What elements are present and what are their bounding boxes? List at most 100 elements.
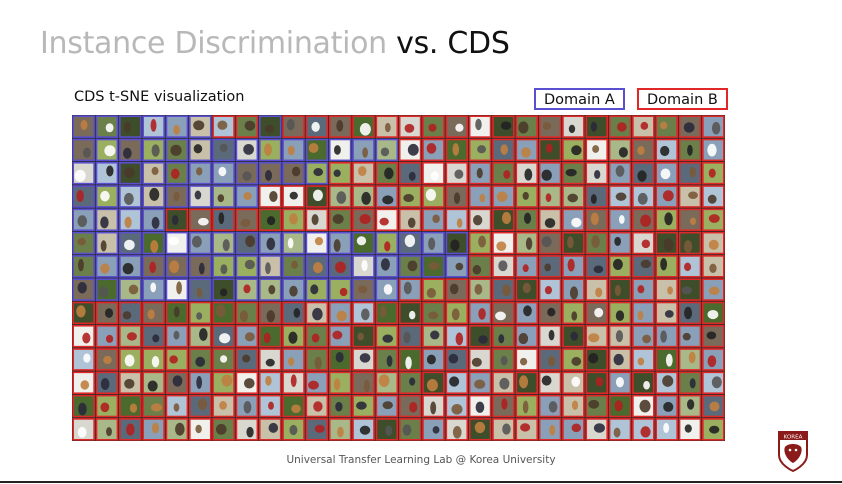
grid-tile-domain-a (142, 231, 165, 255)
grid-tile-domain-b (375, 115, 399, 138)
grid-tile-domain-b (585, 255, 608, 278)
grid-tile-domain-b (562, 185, 585, 208)
grid-tile-domain-b (678, 418, 702, 441)
grid-tile-domain-b (119, 418, 142, 441)
grid-tile-domain-a (282, 255, 305, 278)
grid-tile-domain-b (562, 161, 585, 185)
grid-tile-domain-b (655, 348, 678, 371)
grid-tile-domain-b (655, 394, 678, 418)
grid-tile-domain-b (95, 301, 119, 325)
grid-tile-domain-b (632, 138, 655, 162)
grid-tile-domain-b (562, 115, 585, 138)
grid-tile-domain-a (95, 278, 119, 301)
grid-tile-domain-b (72, 418, 95, 441)
grid-tile-domain-b (632, 371, 655, 395)
grid-tile-domain-b (562, 371, 585, 395)
grid-tile-domain-a (165, 255, 189, 278)
grid-tile-domain-b (562, 278, 585, 301)
footer-lab-name: Universal Transfer Learning Lab @ Korea … (286, 454, 556, 466)
grid-tile-domain-b (492, 418, 515, 441)
grid-tile-domain-b (119, 371, 142, 395)
grid-tile-domain-a (235, 185, 259, 208)
grid-tile-domain-b (305, 371, 329, 395)
grid-tile-domain-b (655, 278, 678, 301)
grid-tile-domain-b (212, 301, 235, 325)
grid-tile-domain-b (538, 278, 562, 301)
grid-tile-domain-b (515, 371, 539, 395)
grid-tile-domain-b (655, 208, 678, 232)
grid-tile-domain-b (305, 348, 329, 371)
grid-tile-domain-b (328, 418, 352, 441)
grid-tile-domain-b (608, 185, 632, 208)
grid-tile-domain-b (305, 208, 329, 232)
grid-tile-domain-b (352, 185, 375, 208)
grid-tile-domain-b (305, 324, 329, 348)
grid-tile-domain-a (445, 231, 469, 255)
grid-tile-domain-a (375, 255, 399, 278)
grid-tile-domain-b (608, 231, 632, 255)
grid-tile-domain-b (608, 301, 632, 325)
grid-tile-domain-b (655, 324, 678, 348)
grid-tile-domain-a (258, 278, 282, 301)
grid-tile-domain-b (282, 324, 305, 348)
grid-tile-domain-b (352, 161, 375, 185)
grid-tile-domain-b (328, 208, 352, 232)
grid-tile-domain-a (189, 138, 212, 162)
grid-tile-domain-a (189, 115, 212, 138)
grid-tile-domain-b (702, 208, 725, 232)
grid-tile-domain-b (608, 161, 632, 185)
grid-tile-domain-a (119, 161, 142, 185)
grid-tile-domain-b (328, 185, 352, 208)
grid-tile-domain-a (95, 231, 119, 255)
grid-tile-domain-b (655, 185, 678, 208)
grid-tile-domain-b (562, 348, 585, 371)
grid-tile-domain-b (562, 394, 585, 418)
visualization-subtitle: CDS t-SNE visualization (74, 89, 245, 105)
grid-tile-domain-a (142, 138, 165, 162)
grid-tile-domain-b (492, 161, 515, 185)
grid-tile-domain-b (632, 324, 655, 348)
grid-tile-domain-b (608, 371, 632, 395)
grid-tile-domain-b (702, 255, 725, 278)
grid-tile-domain-b (562, 324, 585, 348)
grid-tile-domain-a (305, 255, 329, 278)
grid-tile-domain-b (585, 208, 608, 232)
grid-tile-domain-b (468, 115, 492, 138)
legend-domain-a: Domain A (534, 88, 625, 110)
grid-tile-domain-b (189, 418, 212, 441)
grid-tile-domain-b (72, 394, 95, 418)
grid-tile-domain-b (585, 301, 608, 325)
grid-tile-domain-a (119, 278, 142, 301)
grid-tile-domain-a (212, 138, 235, 162)
grid-tile-domain-a (95, 185, 119, 208)
grid-tile-domain-b (445, 185, 469, 208)
grid-tile-domain-b (515, 185, 539, 208)
grid-tile-domain-b (165, 418, 189, 441)
grid-tile-domain-b (422, 324, 445, 348)
grid-tile-domain-b (235, 348, 259, 371)
grid-tile-domain-b (445, 324, 469, 348)
grid-tile-domain-b (212, 324, 235, 348)
grid-tile-domain-b (702, 185, 725, 208)
grid-tile-domain-b (585, 418, 608, 441)
grid-tile-domain-a (258, 138, 282, 162)
grid-tile-domain-a (95, 161, 119, 185)
grid-tile-domain-a (119, 138, 142, 162)
grid-tile-domain-b (119, 301, 142, 325)
grid-tile-domain-b (678, 278, 702, 301)
grid-tile-domain-b (422, 208, 445, 232)
grid-tile-domain-b (655, 231, 678, 255)
grid-tile-domain-b (328, 161, 352, 185)
grid-tile-domain-b (562, 418, 585, 441)
grid-tile-domain-b (189, 208, 212, 232)
title-instance-discrimination: Instance Discrimination (40, 26, 387, 61)
grid-tile-domain-a (328, 231, 352, 255)
grid-tile-domain-b (678, 255, 702, 278)
grid-tile-domain-b (515, 394, 539, 418)
grid-tile-domain-b (119, 394, 142, 418)
grid-tile-domain-b (468, 231, 492, 255)
grid-tile-domain-b (492, 278, 515, 301)
grid-tile-domain-a (258, 231, 282, 255)
grid-tile-domain-b (632, 301, 655, 325)
grid-tile-domain-b (702, 115, 725, 138)
